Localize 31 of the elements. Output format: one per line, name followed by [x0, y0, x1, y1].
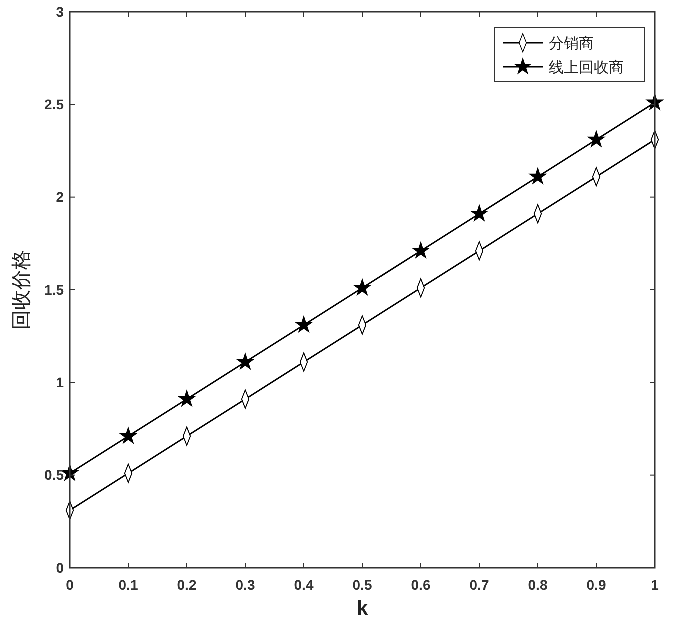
y-tick-label: 0	[56, 560, 64, 576]
x-tick-label: 0.6	[411, 577, 431, 593]
point	[296, 316, 312, 332]
point	[237, 354, 254, 370]
x-tick-label: 0.1	[118, 577, 138, 593]
legend-label: 分销商	[549, 34, 594, 52]
point	[178, 390, 196, 406]
legend-label: 线上回收商	[549, 58, 624, 76]
x-axis-title: k	[356, 598, 369, 620]
x-tick-label: 1	[651, 577, 660, 593]
point	[354, 280, 371, 296]
point	[412, 242, 430, 258]
y-tick-label: 3	[56, 4, 64, 20]
point	[120, 428, 137, 444]
y-tick-label: 0.5	[44, 467, 64, 484]
x-tick-label: 0.2	[177, 577, 197, 593]
x-tick-label: 0.9	[586, 577, 606, 593]
x-tick-label: 0.5	[352, 577, 372, 593]
y-axis-title: 回收价格	[9, 250, 33, 330]
x-tick-label: 0.3	[236, 577, 256, 593]
point	[471, 206, 488, 221]
x-tick-label: 0.4	[294, 577, 314, 593]
point	[588, 131, 605, 147]
y-tick-label: 1.5	[44, 282, 64, 298]
y-tick-label: 1	[56, 374, 64, 391]
x-tick-label: 0	[66, 577, 74, 593]
y-tick-label: 2	[56, 189, 64, 206]
x-tick-label: 0.7	[470, 577, 490, 593]
x-tick-label: 0.8	[528, 577, 548, 593]
point	[530, 168, 546, 184]
y-tick-label: 2.5	[44, 96, 64, 113]
